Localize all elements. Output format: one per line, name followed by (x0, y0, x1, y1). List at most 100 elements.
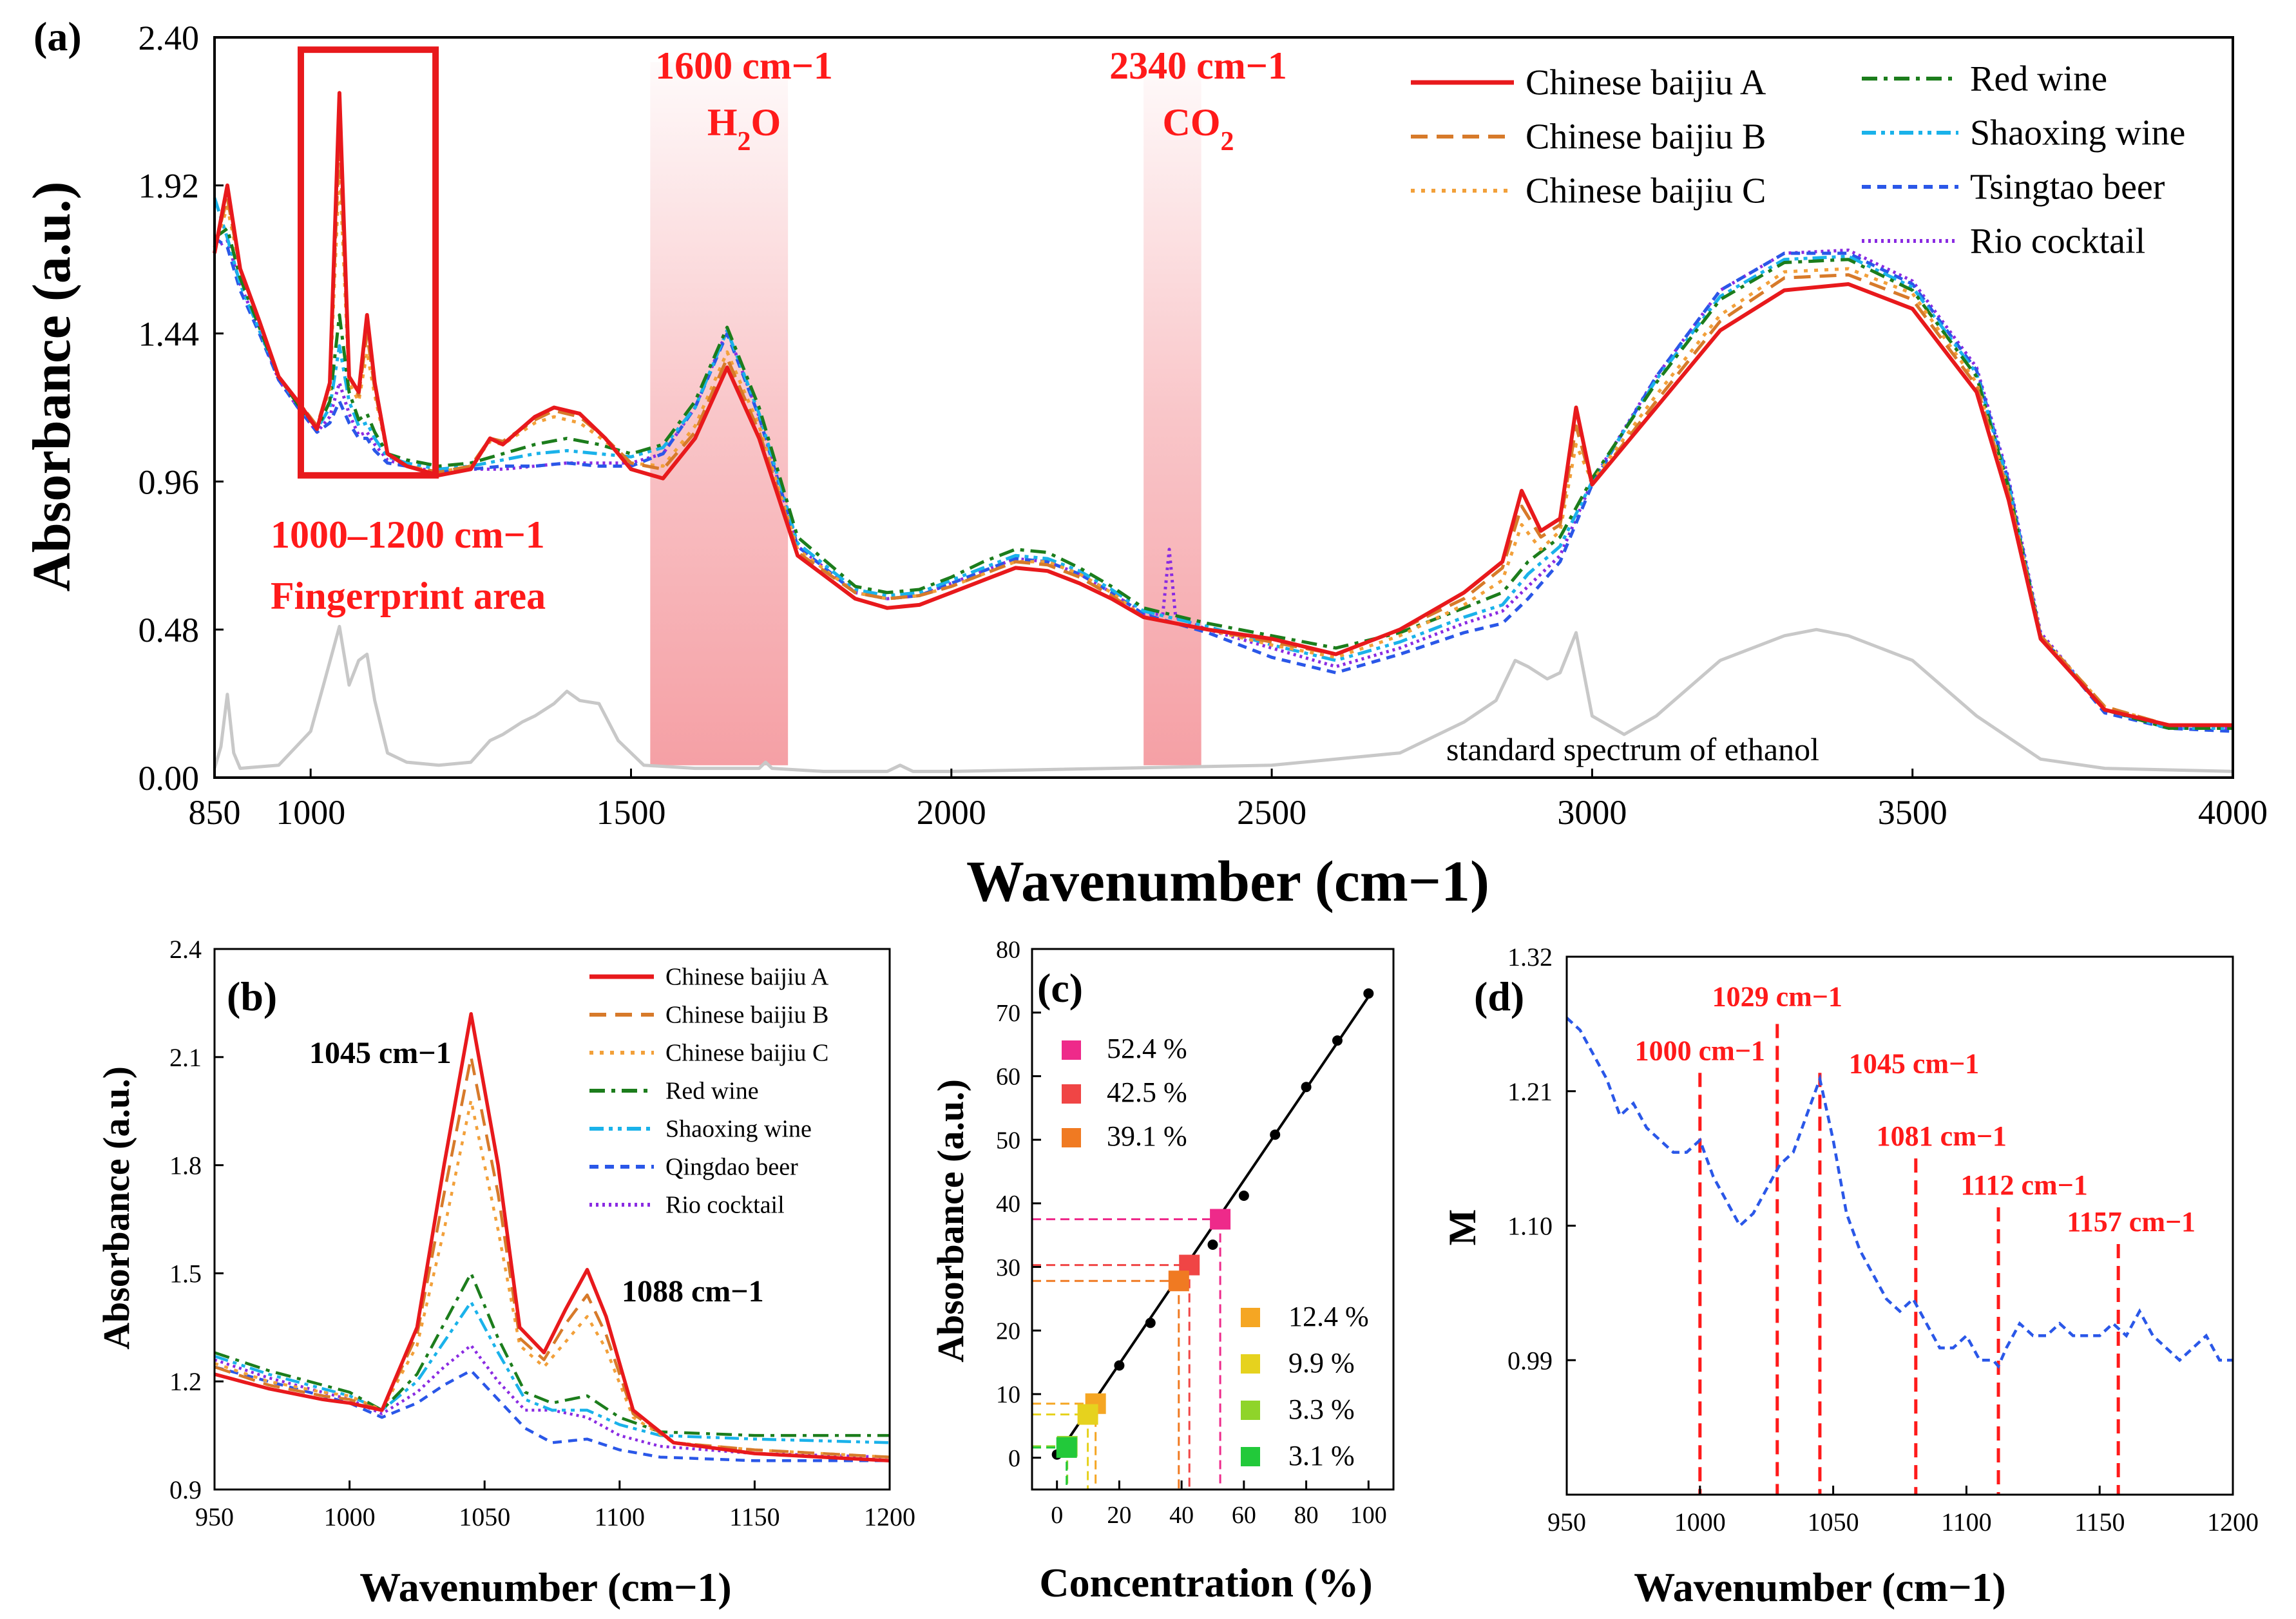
c-sample-3-1 (1056, 1437, 1077, 1458)
b-series-rio-cocktail (214, 1344, 890, 1459)
c-ytick-label-10: 10 (996, 1381, 1020, 1408)
c-panel-label: (c) (1037, 965, 1083, 1011)
b-axis-ticks: 950 1000 1050 1100 1150 1200 0.9 1.2 1.5 1.8 2.1 2.… (169, 935, 915, 1531)
a-legend-label-rio-cocktail: Rio cocktail (1970, 221, 2145, 261)
panel-a: 850 1000 1500 2000 2500 3000 3500 4000 0.00 0.48 0… (22, 14, 2268, 914)
c-legend: 52.4 % 42.5 % 39.1 % 12.4 % 9.9 % 3.3 % 3.1 % (1062, 1033, 1369, 1471)
c-ytick-label-60: 60 (996, 1064, 1020, 1091)
c-legend-swatch-39-1 (1062, 1128, 1081, 1147)
b-xlabel: Wavenumber (cm−1) (359, 1564, 731, 1610)
b-ytick-label-1-2: 1.2 (169, 1367, 202, 1396)
b-legend-label-shaoxing-wine: Shaoxing wine (665, 1116, 812, 1143)
c-legend-swatch-52-4 (1062, 1040, 1081, 1060)
b-peak-1088-label: 1088 cm−1 (622, 1274, 764, 1308)
a-xtick-label-1000: 1000 (276, 793, 345, 832)
a-series-tsingtao-beer (213, 236, 2234, 733)
c-legend-swatch-3-3 (1241, 1401, 1260, 1420)
b-xtick-label-1100: 1100 (595, 1502, 646, 1531)
d-marker-label-1029: 1029 cm−1 (1712, 981, 1842, 1012)
d-marker-label-1000: 1000 cm−1 (1635, 1035, 1765, 1066)
d-xtick-label-950: 950 (1547, 1508, 1586, 1537)
a-ytick-label-1-44: 1.44 (139, 315, 200, 354)
a-xtick-label-2000: 2000 (917, 793, 986, 832)
fingerprint-range-label: 1000–1200 cm−1 (271, 513, 545, 556)
panel-d: 1000 cm−1 1029 cm−1 1045 cm−1 1081 cm−1 1112… (1441, 943, 2259, 1610)
b-ytick-label-0-9: 0.9 (169, 1475, 202, 1504)
c-plot-frame (1031, 948, 1395, 1491)
c-calibration-point-50 (1207, 1239, 1218, 1250)
fingerprint-box (297, 46, 439, 479)
c-legend-label-3-1: 3.1 % (1288, 1440, 1355, 1471)
a-series-chinese-baijiu-c (213, 165, 2233, 727)
c-legend-label-52-4: 52.4 % (1107, 1033, 1187, 1064)
b-series-red-wine (214, 1272, 890, 1437)
a-ylabel: Absorbance (a.u.) (22, 181, 82, 591)
a-legend-label-chinese-baijiu-c: Chinese baijiu C (1526, 171, 1766, 211)
b-xtick-label-1050: 1050 (459, 1502, 510, 1531)
a-ytick-label-1-92: 1.92 (139, 167, 200, 206)
a-band-h2o (650, 62, 789, 765)
c-calibration-point-90 (1332, 1035, 1343, 1046)
a-ytick-label-0-48: 0.48 (139, 611, 200, 649)
h2o-label: H2O (707, 101, 781, 157)
c-sample-9-9 (1077, 1404, 1098, 1425)
a-ytick-label-0-96: 0.96 (139, 463, 200, 501)
d-marker-label-1112: 1112 cm−1 (1960, 1169, 2087, 1201)
c-ytick-label-50: 50 (996, 1127, 1020, 1154)
a-legend-label-chinese-baijiu-a: Chinese baijiu A (1526, 62, 1766, 102)
c-xtick-label-60: 60 (1232, 1502, 1256, 1529)
a-xtick-label-1500: 1500 (596, 793, 665, 832)
c-sample-39-1 (1168, 1270, 1189, 1292)
a-ytick-label-2-40: 2.40 (139, 19, 200, 57)
panel-b: 950 1000 1050 1100 1150 1200 0.9 1.2 1.5 1.8 2.1 2.… (95, 935, 915, 1610)
b-plot-frame (213, 948, 891, 1491)
d-series (1565, 1017, 2233, 1369)
c-xtick-label-20: 20 (1107, 1502, 1131, 1529)
ethanol-standard-label: standard spectrum of ethanol (1446, 731, 1819, 767)
a-panel-label: (a) (33, 14, 82, 59)
b-ytick-label-1-5: 1.5 (169, 1259, 202, 1288)
a-xtick-label-4000: 4000 (2198, 793, 2268, 832)
b-ytick-label-2-1: 2.1 (169, 1043, 202, 1072)
a-series-shaoxing-wine (213, 197, 2233, 730)
d-panel-label: (d) (1474, 973, 1524, 1019)
a-xtick-label-850: 850 (189, 793, 241, 832)
c-ytick-label-70: 70 (996, 1000, 1020, 1027)
c-legend-label-3-3: 3.3 % (1288, 1394, 1355, 1425)
d-series-m (1565, 1017, 2233, 1369)
c-legend-swatch-3-1 (1241, 1447, 1260, 1466)
d-xlabel: Wavenumber (cm−1) (1634, 1564, 2005, 1610)
a-ytick-label-0-00: 0.00 (139, 759, 200, 798)
d-marker-label-1045: 1045 cm−1 (1849, 1048, 1979, 1079)
a-xlabel: Wavenumber (cm−1) (966, 850, 1489, 914)
d-marker-label-1081: 1081 cm−1 (1877, 1120, 2007, 1152)
c-xtick-label-80: 80 (1294, 1502, 1319, 1529)
b-legend: Chinese baijiu A Chinese baijiu B Chinese … (589, 964, 829, 1219)
c-ytick-label-40: 40 (996, 1191, 1020, 1218)
b-legend-label-rio-cocktail: Rio cocktail (665, 1192, 785, 1219)
d-marker-label-1157: 1157 cm−1 (2067, 1206, 2196, 1238)
b-legend-label-qingdao-beer: Qingdao beer (665, 1154, 798, 1181)
fingerprint-area-label: Fingerprint area (271, 575, 546, 617)
co2-wavenumber-label: 2340 cm−1 (1109, 44, 1287, 87)
c-legend-swatch-12-4 (1241, 1308, 1260, 1327)
d-axis-ticks: 950 1000 1050 1100 1150 1200 0.99 1.10 1.21 1.32 (1507, 943, 2259, 1537)
b-series-chinese-baijiu-c (214, 1098, 890, 1459)
a-absorption-bands (650, 62, 1201, 765)
a-series-chinese-baijiu-a (213, 91, 2233, 727)
c-ytick-label-80: 80 (996, 936, 1020, 963)
d-ytick-label-1-32: 1.32 (1507, 943, 1553, 972)
b-panel-label: (b) (227, 973, 277, 1019)
c-ylabel: Absorbance (a.u.) (930, 1079, 971, 1363)
h2o-wavenumber-label: 1600 cm−1 (655, 44, 833, 87)
c-xlabel: Concentration (%) (1039, 1560, 1372, 1605)
d-xtick-label-1050: 1050 (1808, 1508, 1859, 1537)
b-xtick-label-1150: 1150 (729, 1502, 780, 1531)
b-series-qingdao-beer (214, 1365, 890, 1462)
a-series-chinese-baijiu-b (213, 134, 2233, 727)
c-legend-swatch-9-9 (1241, 1354, 1260, 1374)
b-ylabel: Absorbance (a.u.) (95, 1066, 137, 1350)
c-calibration-point-70 (1270, 1129, 1281, 1140)
c-ytick-label-20: 20 (996, 1318, 1020, 1345)
